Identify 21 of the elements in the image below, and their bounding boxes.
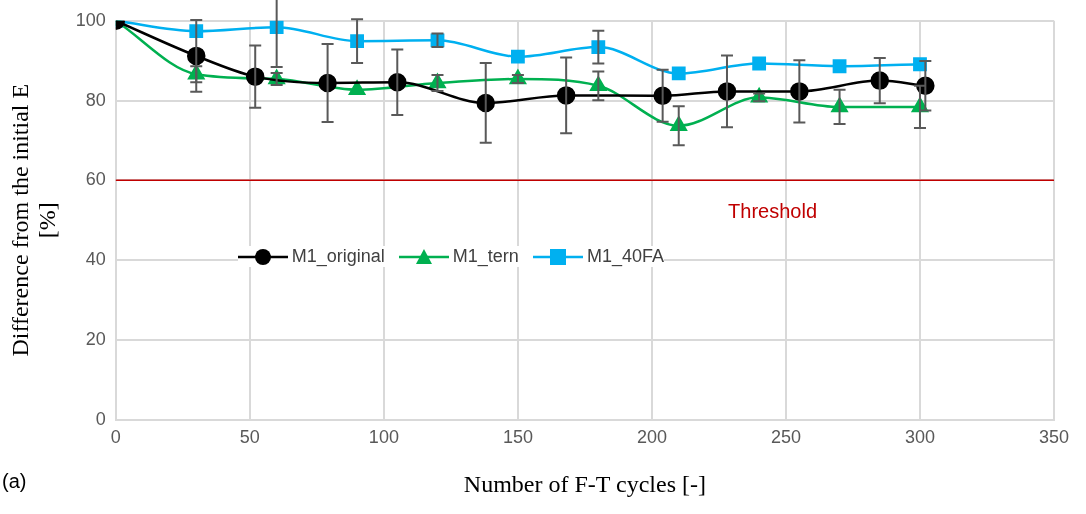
legend-label: M1_original	[291, 246, 385, 268]
legend-label: M1_tern	[452, 246, 519, 268]
x-tick-label: 50	[239, 427, 260, 448]
x-tick-label: 250	[770, 427, 801, 448]
y-tick-label: 20	[85, 328, 106, 349]
y-tick-label: 100	[75, 9, 106, 30]
x-tick-label: 350	[1038, 427, 1070, 448]
x-tick-label: 300	[904, 427, 935, 448]
text: (a)	[2, 470, 27, 493]
y-tick-label: 60	[85, 169, 106, 190]
x-tick-label: 0	[110, 427, 121, 448]
y-tick-label: 40	[85, 249, 106, 270]
y-axis-title: Difference from the initial E [%]	[7, 83, 60, 357]
y-tick-label: 80	[85, 89, 106, 110]
x-tick-label: 150	[502, 427, 533, 448]
ref-line-label: Threshold	[728, 199, 818, 222]
x-tick-label: 100	[368, 427, 399, 448]
y-tick-label: 0	[95, 408, 106, 429]
x-axis-title: Number of F-T cycles [-]	[463, 470, 706, 497]
legend-label: M1_40FA	[586, 246, 664, 268]
x-tick-label: 200	[636, 427, 667, 448]
